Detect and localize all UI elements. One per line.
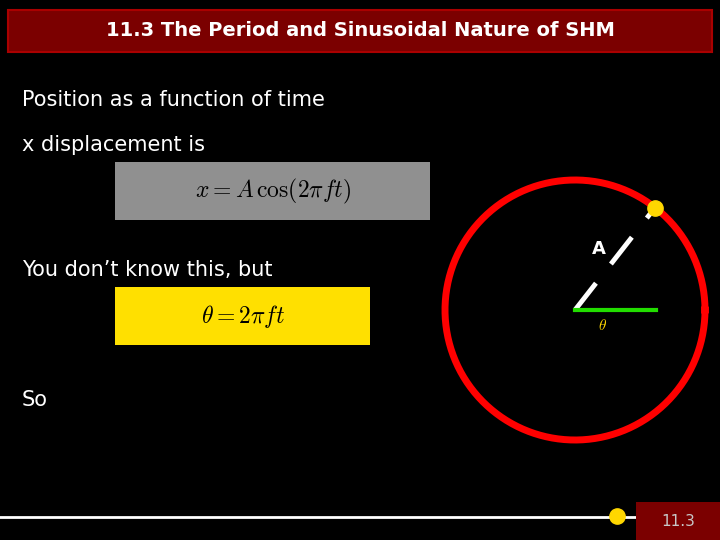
Text: $\theta$: $\theta$ — [598, 319, 608, 334]
Bar — [115, 162, 430, 220]
Text: A: A — [592, 240, 606, 258]
Text: You don’t know this, but: You don’t know this, but — [22, 260, 272, 280]
Text: 11.3 The Period and Sinusoidal Nature of SHM: 11.3 The Period and Sinusoidal Nature of… — [106, 22, 614, 40]
Text: $x = A\,\cos(2\pi ft)$: $x = A\,\cos(2\pi ft)$ — [195, 177, 351, 206]
Text: x displacement is: x displacement is — [22, 135, 205, 155]
Text: 11.3: 11.3 — [661, 514, 695, 529]
Text: So: So — [22, 390, 48, 410]
Text: $\theta = 2\pi ft$: $\theta = 2\pi ft$ — [201, 302, 285, 329]
Bar — [636, 502, 720, 540]
Bar — [8, 10, 712, 52]
Text: Position as a function of time: Position as a function of time — [22, 90, 325, 110]
Bar — [115, 287, 370, 345]
